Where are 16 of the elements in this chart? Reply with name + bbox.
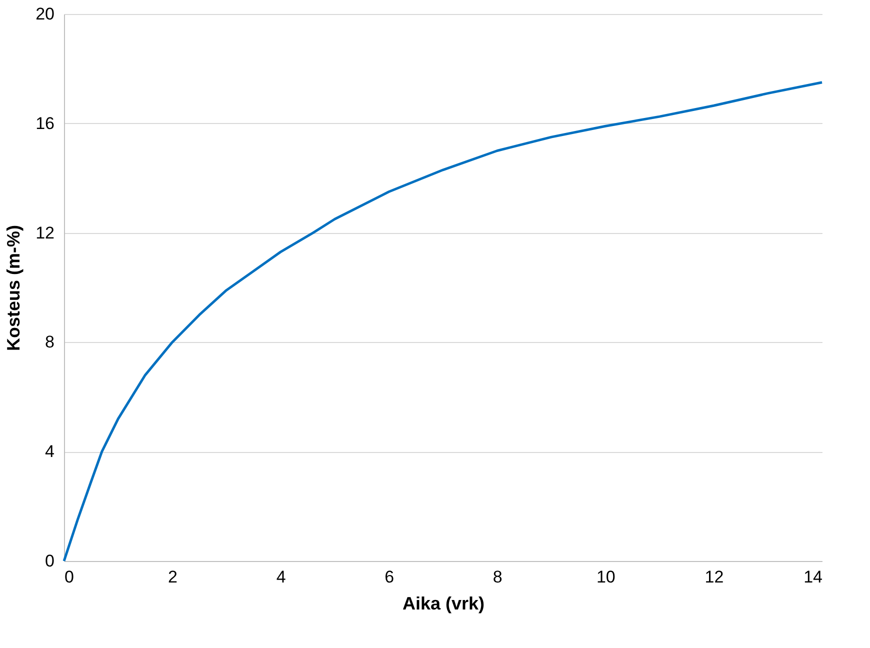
y-tick-label: 12 [36,223,54,242]
y-tick-label: 20 [36,4,54,24]
y-tick-label: 8 [45,332,54,352]
y-tick-label: 4 [45,442,54,462]
x-tick-label: 8 [492,568,502,586]
x-tick-label: 6 [384,568,394,586]
y-tick-label: 16 [36,114,54,133]
x-tick-label: 0 [64,568,74,586]
x-axis-title: Aika (vrk) [402,594,485,614]
x-tick-label: 14 [804,568,822,586]
x-tick-label: 12 [704,568,724,586]
x-tick-label: 4 [276,568,286,586]
x-tick-label: 10 [596,568,616,586]
x-tick-label: 2 [168,568,178,586]
y-axis-title: Kosteus (m-%) [4,224,24,352]
y-tick-label: 0 [45,552,54,570]
